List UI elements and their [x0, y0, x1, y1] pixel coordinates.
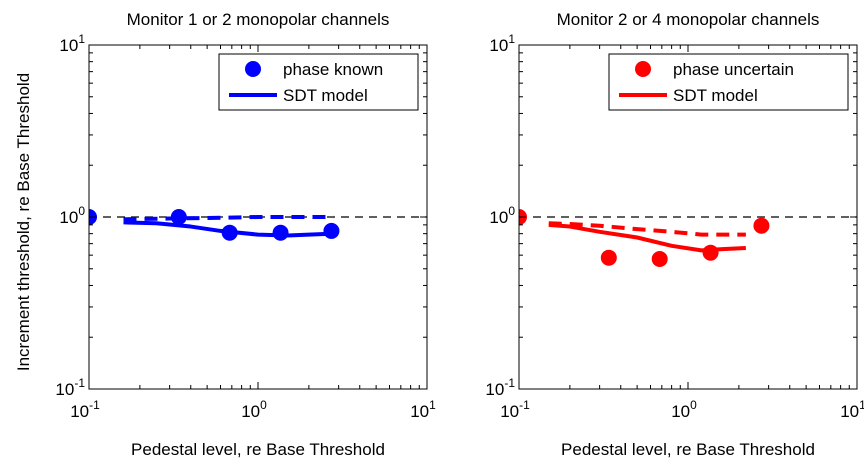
data-point [170, 209, 187, 225]
model-solid-line [123, 220, 334, 238]
legend-label: SDT model [283, 86, 368, 105]
x-tick-label: 100 [671, 398, 697, 421]
y-axis-label: Increment threshold, re Base Threshold [14, 73, 33, 371]
legend-marker [245, 61, 261, 77]
y-tick-label: 10-1 [55, 376, 85, 399]
x-tick-label: 100 [241, 398, 267, 421]
y-tick-label: 100 [59, 204, 85, 227]
legend: phase uncertain SDT model [608, 53, 849, 111]
x-tick-label: 10-1 [70, 398, 100, 421]
x-axis-label: Pedestal level, re Base Threshold [561, 440, 815, 459]
model-dashed-line [123, 215, 334, 222]
x-tick-label: 101 [410, 398, 436, 421]
tick-labels: 10-1 100 101 10-1 100 101 [55, 32, 436, 421]
legend-label: phase known [283, 60, 383, 79]
legend-label: SDT model [673, 86, 758, 105]
y-tick-label: 101 [59, 32, 85, 55]
legend: phase known SDT model [218, 53, 419, 111]
y-tick-label: 100 [489, 204, 515, 227]
data-point [221, 224, 238, 241]
panel-phase-uncertain: Monitor 2 or 4 monopolar channels Pedest… [485, 10, 864, 459]
chart-title: Monitor 1 or 2 monopolar channels [127, 10, 390, 29]
legend-box [608, 53, 849, 111]
data-point [702, 244, 719, 261]
data-point [651, 250, 668, 267]
plot-area [519, 209, 857, 267]
model-dashed-line [548, 221, 746, 237]
legend-marker [635, 61, 651, 77]
tick-labels: 10-1 100 101 10-1 100 101 [485, 32, 864, 421]
data-point [272, 224, 289, 241]
plot-area [89, 209, 427, 241]
data-point [323, 222, 340, 239]
chart-title: Monitor 2 or 4 monopolar channels [557, 10, 820, 29]
y-tick-label: 101 [489, 32, 515, 55]
x-tick-label: 10-1 [500, 398, 530, 421]
y-tick-label: 10-1 [485, 376, 515, 399]
x-axis-label: Pedestal level, re Base Threshold [131, 440, 385, 459]
x-tick-label: 101 [840, 398, 864, 421]
model-solid-line [548, 222, 746, 253]
data-point [600, 249, 617, 266]
legend-label: phase uncertain [673, 60, 794, 79]
panel-phase-known: Monitor 1 or 2 monopolar channels Pedest… [55, 10, 436, 459]
data-point [753, 217, 770, 234]
